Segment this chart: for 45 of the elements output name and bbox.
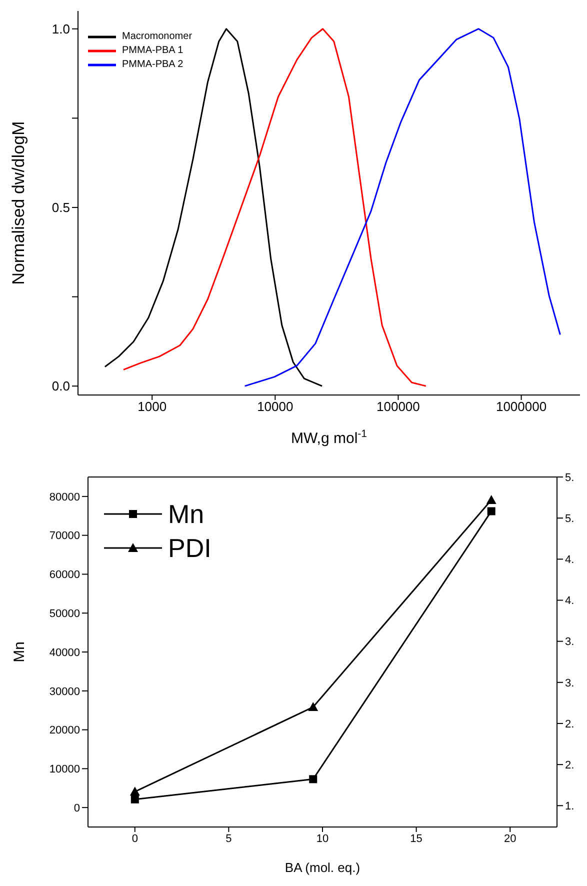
point: [130, 786, 140, 796]
legend-label: PMMA-PBA 1: [122, 44, 184, 58]
legend-label: Macromonomer: [122, 30, 192, 44]
point: [130, 795, 139, 804]
x-axis-title: BA (mol. eq.): [284, 860, 360, 875]
point: [486, 495, 496, 504]
x-tick-label: 1000: [138, 399, 167, 414]
y-tick-label: 60000: [49, 569, 80, 582]
point: [308, 702, 318, 712]
x-tick-label: 5: [226, 832, 232, 845]
y2-tick-label: 3.: [565, 677, 574, 690]
point: [309, 775, 318, 784]
y2-tick-label: 4.: [565, 595, 574, 608]
y-tick-label: 1.0: [52, 21, 70, 36]
x-tick-label: 20: [504, 832, 516, 845]
x-axis-title: MW,g mol$^{-1}$: [290, 428, 368, 447]
y-tick-label: 0.5: [52, 200, 70, 216]
y-tick-label: 70000: [49, 530, 80, 542]
y-tick-label: 0.0: [52, 378, 70, 394]
y2-tick-label: 5.: [565, 472, 574, 484]
y-tick-label: 50000: [49, 608, 80, 620]
y-axis-title: Mn: [11, 642, 28, 662]
y2-tick-label: 3.: [565, 636, 574, 648]
x-tick-label: 15: [410, 832, 422, 845]
y-tick-label: 20000: [49, 724, 80, 737]
x-tick-label: 1000000: [496, 399, 547, 414]
y-tick-label: 10000: [49, 764, 80, 776]
y-tick-label: 0: [74, 802, 80, 814]
y-tick-label: 30000: [49, 686, 80, 698]
y-tick-label: 40000: [49, 646, 80, 659]
legend-label: Mn: [168, 498, 204, 531]
y2-tick-label: 4.: [565, 554, 574, 566]
y2-tick-label: 5.: [565, 512, 574, 525]
y2-tick-label: 1.: [565, 800, 574, 813]
point: [487, 507, 496, 516]
x-tick-label: 0: [132, 832, 138, 845]
legend-label: PDI: [168, 532, 212, 565]
legend-label: PMMA-PBA 2: [122, 58, 184, 72]
x-tick-label: 10000: [257, 399, 294, 414]
x-tick-label: 10: [316, 832, 329, 845]
y2-tick-label: 2.: [565, 718, 574, 730]
y-tick-label: 80000: [49, 491, 80, 504]
y2-tick-label: 2.: [565, 759, 574, 772]
y-axis-title: Normalised dw/dlogM: [9, 121, 28, 285]
x-tick-label: 100000: [376, 399, 420, 414]
